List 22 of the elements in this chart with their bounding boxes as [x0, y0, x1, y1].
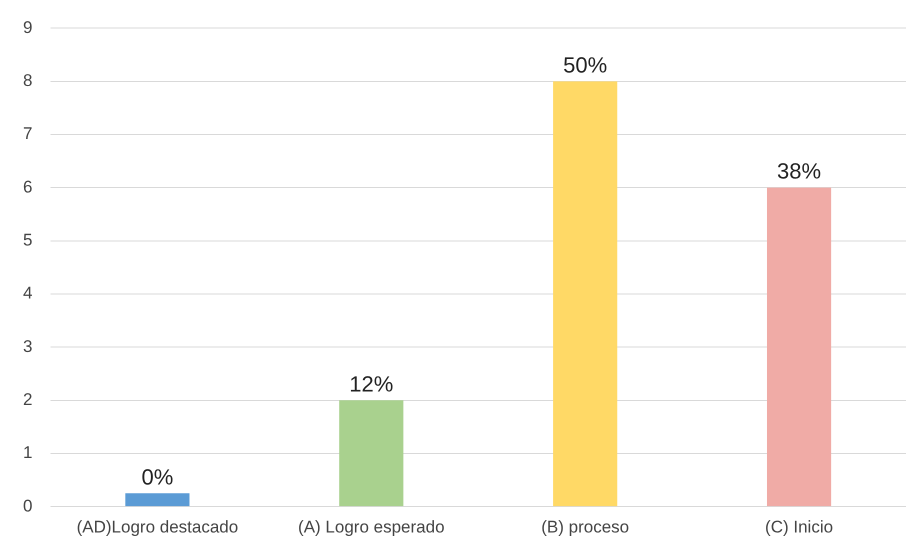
bar: [339, 400, 404, 506]
y-tick-label: 4: [22, 284, 32, 303]
y-tick-label: 7: [22, 124, 32, 144]
y-tick-label: 8: [22, 71, 32, 90]
y-tick-label: 1: [22, 443, 32, 462]
annotation: 50%: [563, 52, 608, 78]
annotation: 38%: [777, 158, 822, 184]
x-tick-label: (A) Logro esperado: [298, 517, 445, 536]
annotation: 0%: [142, 464, 174, 490]
annotation: 12%: [349, 371, 394, 396]
y-tick-label: 9: [22, 18, 32, 37]
bar: [766, 188, 832, 506]
bar: [553, 81, 618, 506]
y-tick-label: 0: [22, 496, 32, 516]
y-tick-label: 5: [22, 230, 32, 250]
y-tick-label: 2: [22, 390, 32, 409]
x-tick-label: (B) proceso: [541, 517, 630, 536]
bar: [125, 493, 190, 506]
x-tick-label: (AD)Logro destacado: [76, 517, 238, 536]
x-tick-label: (C) Inicio: [765, 517, 834, 536]
y-tick-label: 6: [22, 177, 32, 196]
y-tick-label: 3: [22, 336, 32, 356]
